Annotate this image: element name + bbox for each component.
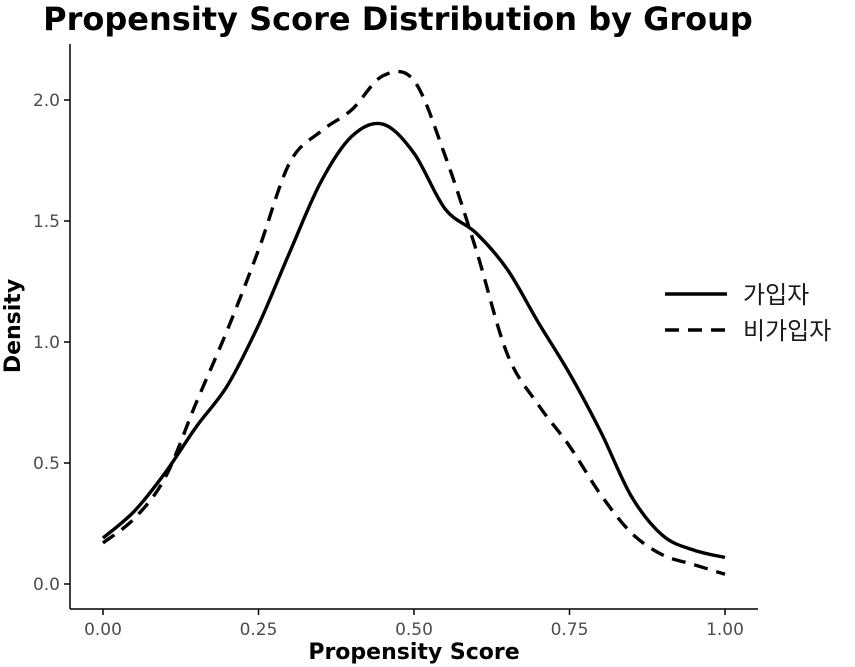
legend-label-2: 비가입자 bbox=[743, 317, 831, 345]
y-tick-label: 1.0 bbox=[33, 333, 60, 353]
series-line-2 bbox=[101, 69, 726, 576]
legend-label-1: 가입자 bbox=[743, 281, 809, 309]
x-tick-label: 0.75 bbox=[551, 620, 589, 640]
x-axis-label: Propensity Score bbox=[308, 640, 519, 665]
x-axis-ticks: 0.00 0.25 0.50 0.75 1.00 bbox=[84, 609, 744, 640]
x-tick-label: 0.00 bbox=[84, 620, 122, 640]
series-line-1 bbox=[101, 121, 726, 560]
y-axis-label: Density bbox=[1, 279, 26, 373]
plot-area bbox=[101, 69, 726, 576]
chart-title: Propensity Score Distribution by Group bbox=[43, 0, 753, 38]
y-tick-label: 0.0 bbox=[33, 575, 60, 595]
y-tick-label: 0.5 bbox=[33, 454, 60, 474]
x-tick-label: 0.50 bbox=[395, 620, 433, 640]
y-axis-ticks: 0.0 0.5 1.0 1.5 2.0 bbox=[33, 91, 70, 595]
y-tick-label: 1.5 bbox=[33, 212, 60, 232]
x-tick-label: 1.00 bbox=[706, 620, 744, 640]
x-tick-label: 0.25 bbox=[240, 620, 278, 640]
y-tick-label: 2.0 bbox=[33, 91, 60, 111]
